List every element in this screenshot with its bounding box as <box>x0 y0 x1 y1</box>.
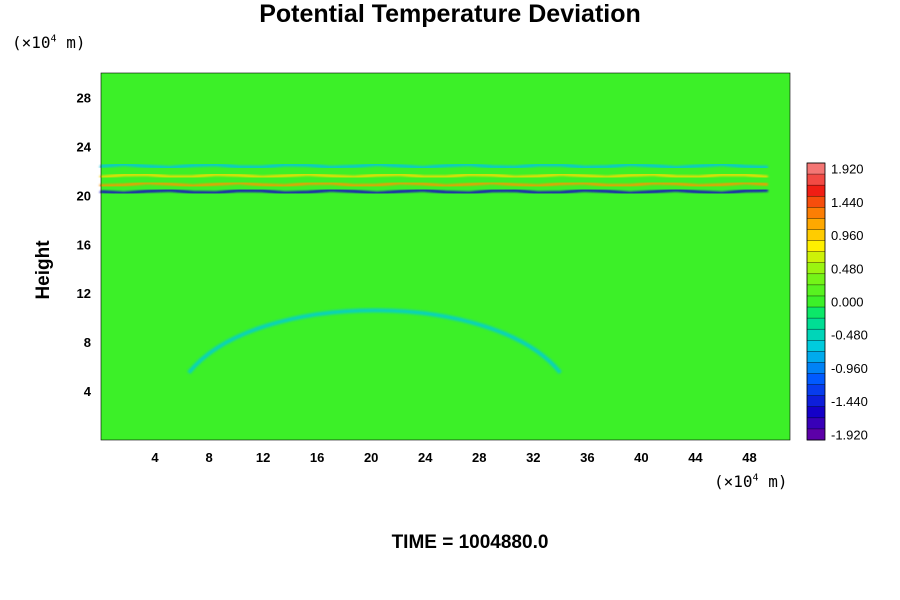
colorbar-swatch <box>807 218 825 230</box>
colorbar-swatch <box>807 318 825 330</box>
heatmap-field <box>99 73 790 440</box>
heatmap-arc <box>187 308 562 374</box>
colorbar-swatch <box>807 229 825 241</box>
colorbar-tick-label: 1.920 <box>831 162 864 177</box>
colorbar-tick-label: 0.480 <box>831 261 864 276</box>
y-axis-unit: (×104 m) <box>12 33 86 52</box>
colorbar-swatch <box>807 351 825 363</box>
chart-title: Potential Temperature Deviation <box>259 0 641 28</box>
x-tick-label: 32 <box>526 450 540 465</box>
x-tick-label: 4 <box>151 450 159 465</box>
colorbar-swatch <box>807 406 825 419</box>
colorbar-swatch <box>807 196 825 208</box>
heatmap-layer-band <box>99 172 769 179</box>
x-tick-label: 48 <box>742 450 756 465</box>
colorbar-swatch <box>807 417 825 430</box>
colorbar-tick-label: -0.960 <box>831 361 868 376</box>
colorbar-swatch <box>807 273 825 286</box>
colorbar-swatch <box>807 240 825 252</box>
colorbar-swatch <box>807 163 825 175</box>
colorbar-tick-label: 0.960 <box>831 228 864 243</box>
y-tick-label: 16 <box>77 237 91 252</box>
colorbar-swatch <box>807 185 825 197</box>
x-tick-label: 8 <box>205 450 212 465</box>
colorbar-tick-label: -1.440 <box>831 394 868 409</box>
y-tick-label: 8 <box>84 335 91 350</box>
colorbar-tick-label: 1.440 <box>831 195 864 210</box>
colorbar-swatch <box>807 207 825 219</box>
colorbar-swatch <box>807 251 825 264</box>
x-tick-label: 44 <box>688 450 703 465</box>
colorbar-swatch <box>807 340 825 352</box>
colorbar-swatch <box>807 284 825 297</box>
x-tick-label: 36 <box>580 450 594 465</box>
colorbar-swatch <box>807 174 825 186</box>
y-tick-label: 20 <box>77 188 91 203</box>
heatmap-layer-band <box>99 188 769 195</box>
colorbar-ticks: 1.920 1.440 0.960 0.480 0.000 -0.480 -0.960 -1.… <box>831 162 868 443</box>
heatmap-layer-band <box>99 162 769 170</box>
heatmap-layer-band <box>99 181 769 188</box>
y-tick-label: 4 <box>84 384 92 399</box>
colorbar-swatch <box>807 262 825 275</box>
x-tick-label: 40 <box>634 450 648 465</box>
x-axis-ticks: 4 8 12 16 20 24 28 32 36 40 44 48 <box>151 450 756 465</box>
x-tick-label: 12 <box>256 450 270 465</box>
colorbar-swatch <box>807 362 825 374</box>
x-tick-label: 24 <box>418 450 433 465</box>
heatmap-background <box>101 73 790 440</box>
colorbar-swatch <box>807 384 825 396</box>
colorbar-swatch <box>807 373 825 385</box>
y-axis-ticks: 4 8 12 16 20 24 28 <box>77 90 92 399</box>
colorbar-swatch <box>807 329 825 341</box>
y-tick-label: 24 <box>77 139 92 154</box>
x-tick-label: 28 <box>472 450 486 465</box>
colorbar <box>806 162 826 441</box>
colorbar-tick-label: -0.480 <box>831 328 868 343</box>
colorbar-swatch <box>807 395 825 408</box>
y-tick-label: 12 <box>77 286 91 301</box>
colorbar-tick-label: 0.000 <box>831 295 864 310</box>
colorbar-swatch <box>807 428 825 441</box>
x-tick-label: 16 <box>310 450 324 465</box>
colorbar-swatch <box>807 307 825 319</box>
x-axis-unit: (×104 m) <box>714 472 788 491</box>
colorbar-frame <box>806 162 826 441</box>
x-tick-label: 20 <box>364 450 378 465</box>
colorbar-tick-label: -1.920 <box>831 427 868 442</box>
plot-frame <box>100 72 791 441</box>
time-label: TIME = 1004880.0 <box>391 532 549 553</box>
y-tick-label: 28 <box>77 90 91 105</box>
colorbar-swatch <box>807 295 825 308</box>
